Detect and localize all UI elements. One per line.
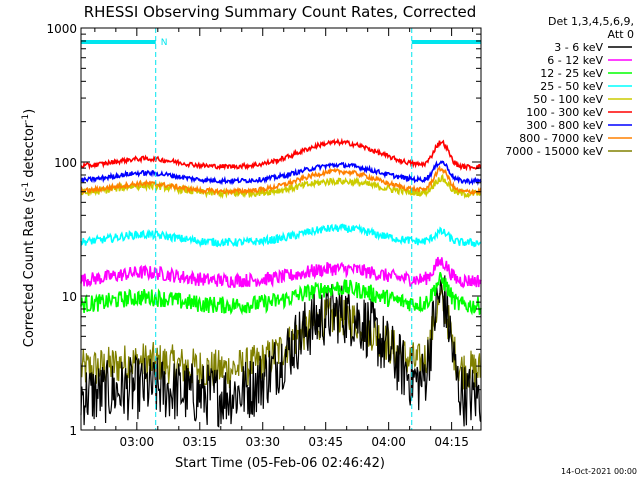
chart-title: RHESSI Observing Summary Count Rates, Co… (84, 3, 477, 21)
x-tick-label: 03:30 (245, 435, 280, 449)
legend-header-line-1: Det 1,3,4,5,6,9, (548, 15, 634, 28)
y-tick-label: 10 (62, 290, 77, 304)
series-line (80, 160, 482, 186)
plot-frame (80, 27, 482, 431)
legend-header-line-2: Att 0 (608, 28, 634, 41)
legend-entry-label: 100 - 300 keV (526, 106, 603, 119)
plot-area: N 1 10 100 1000 03:00 03:15 03:30 03:45 04:00 04:1… (46, 22, 482, 449)
series-line (80, 284, 482, 390)
series-line (80, 137, 482, 172)
y-tick-label: 1000 (46, 22, 77, 36)
y-tick-label: 100 (54, 156, 77, 170)
x-tick-label: 04:00 (371, 435, 406, 449)
legend-entry-label: 300 - 800 keV (526, 119, 603, 132)
y-axis-label-middle: detector (22, 122, 37, 182)
series-line (80, 165, 482, 196)
y-axis-label-end: ) (22, 109, 37, 114)
legend-entry-label: 6 - 12 keV (547, 54, 603, 67)
legend-entry-label: 25 - 50 keV (540, 80, 603, 93)
series-line (80, 256, 482, 289)
series-line (80, 272, 482, 316)
x-tick-label: 03:45 (308, 435, 343, 449)
legend-entry-label: 50 - 100 keV (533, 93, 603, 106)
y-axis-label-exponent-2: -1 (21, 114, 31, 123)
x-tick-label: 03:00 (120, 435, 155, 449)
series-line (80, 173, 482, 200)
legend-entry-label: 3 - 6 keV (554, 41, 603, 54)
y-axis-label-main: Corrected Count Rate (s (22, 191, 37, 348)
x-tick-label: 03:15 (182, 435, 217, 449)
y-tick-label: 1 (69, 424, 77, 438)
series-line (80, 275, 482, 428)
x-tick-label: 04:15 (434, 435, 469, 449)
legend-entry-label: 800 - 7000 keV (519, 132, 603, 145)
x-axis-label: Start Time (05-Feb-06 02:46:42) (175, 456, 385, 471)
y-axis-label: Corrected Count Rate (s-1 detector-1) (21, 109, 37, 347)
legend-entry-label: 7000 - 15000 keV (505, 145, 603, 158)
footer-date: 14-Oct-2021 00:00 (561, 467, 637, 476)
legend-entry-label: 12 - 25 keV (540, 67, 603, 80)
y-axis-label-exponent-1: -1 (21, 182, 31, 191)
night-marker-label: N (161, 38, 168, 48)
series-line (80, 223, 482, 248)
